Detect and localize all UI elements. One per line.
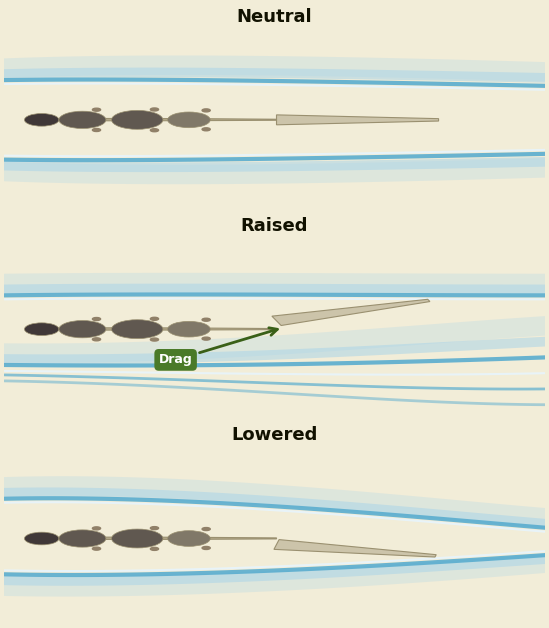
Circle shape (150, 527, 159, 529)
Circle shape (92, 338, 100, 341)
Circle shape (167, 531, 210, 546)
Circle shape (92, 527, 100, 530)
Circle shape (111, 320, 163, 338)
Circle shape (25, 114, 59, 126)
Circle shape (150, 338, 159, 341)
Polygon shape (26, 537, 277, 539)
Circle shape (92, 547, 100, 550)
Circle shape (92, 129, 100, 131)
Circle shape (202, 528, 210, 531)
Circle shape (167, 322, 210, 337)
Polygon shape (26, 328, 277, 330)
Text: Neutral: Neutral (237, 8, 312, 26)
Circle shape (167, 112, 210, 127)
Text: Raised: Raised (241, 217, 308, 235)
Circle shape (59, 530, 106, 547)
Circle shape (111, 111, 163, 129)
Text: Lowered: Lowered (231, 426, 318, 445)
Circle shape (59, 111, 106, 129)
Circle shape (111, 529, 163, 548)
Circle shape (25, 323, 59, 335)
Circle shape (202, 337, 210, 340)
Circle shape (202, 109, 210, 112)
Circle shape (92, 318, 100, 320)
Circle shape (202, 546, 210, 550)
Circle shape (92, 108, 100, 111)
Circle shape (150, 129, 159, 132)
Polygon shape (272, 300, 430, 325)
Circle shape (59, 320, 106, 338)
Circle shape (150, 108, 159, 111)
Circle shape (150, 548, 159, 550)
Polygon shape (274, 539, 436, 557)
Text: Drag: Drag (159, 328, 277, 366)
Polygon shape (26, 119, 277, 121)
Circle shape (202, 128, 210, 131)
Circle shape (25, 532, 59, 545)
Polygon shape (277, 115, 439, 125)
Circle shape (150, 317, 159, 320)
Circle shape (202, 318, 210, 321)
